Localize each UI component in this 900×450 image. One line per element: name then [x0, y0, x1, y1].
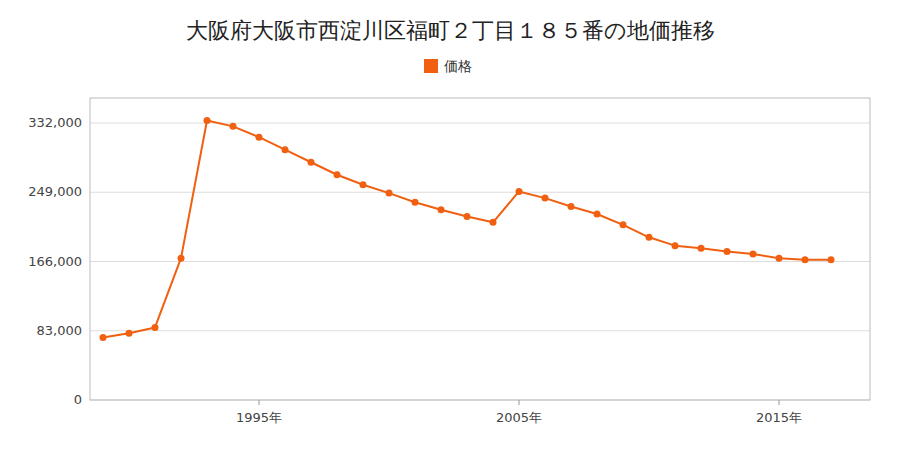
x-tick [779, 400, 780, 405]
y-tick-label: 332,000 [28, 115, 82, 130]
x-tick-label: 2015年 [756, 410, 802, 425]
point-marker [386, 190, 393, 197]
point-marker [204, 117, 211, 124]
point-marker [100, 334, 107, 341]
point-marker [464, 213, 471, 220]
grid-line [90, 192, 870, 193]
point-marker [360, 181, 367, 188]
plot-frame [90, 98, 870, 400]
point-marker [334, 171, 341, 178]
point-marker [594, 210, 601, 217]
point-marker [490, 219, 497, 226]
x-tick [519, 400, 520, 405]
point-marker [412, 199, 419, 206]
chart-title: 大阪府大阪市西淀川区福町２丁目１８５番の地価推移 [186, 18, 715, 43]
point-marker [568, 203, 575, 210]
grid-line [90, 330, 870, 331]
point-marker [750, 251, 757, 258]
point-marker [282, 146, 289, 153]
legend-swatch [424, 59, 438, 73]
point-marker [698, 245, 705, 252]
x-tick-label: 1995年 [236, 410, 282, 425]
point-marker [672, 242, 679, 249]
legend-label: 価格 [444, 58, 472, 74]
point-marker [724, 248, 731, 255]
point-marker [516, 188, 523, 195]
point-marker [126, 330, 133, 337]
legend: 価格 [424, 58, 472, 74]
x-tick [259, 400, 260, 405]
point-marker [230, 123, 237, 130]
point-marker [620, 221, 627, 228]
point-marker [828, 256, 835, 263]
chart-root: 大阪府大阪市西淀川区福町２丁目１８５番の地価推移価格 0 83,000 166,000… [0, 0, 900, 450]
grid-line [90, 261, 870, 262]
point-marker [308, 159, 315, 166]
y-tick-label: 83,000 [37, 323, 83, 338]
point-marker [178, 255, 185, 262]
point-marker [646, 234, 653, 241]
data-layer [100, 117, 835, 341]
point-marker [542, 195, 549, 202]
series-line [103, 121, 831, 338]
y-axis: 0 83,000 166,000 249,000 332,000 [28, 115, 870, 407]
point-marker [438, 206, 445, 213]
y-tick-label: 249,000 [28, 184, 82, 199]
point-marker [152, 324, 159, 331]
y-tick-label: 0 [74, 392, 82, 407]
x-axis: 1995年 2005年 2015年 [236, 400, 802, 425]
point-marker [776, 255, 783, 262]
y-tick-label: 166,000 [28, 254, 82, 269]
point-marker [802, 256, 809, 263]
x-tick-label: 2005年 [496, 410, 542, 425]
point-marker [256, 134, 263, 141]
